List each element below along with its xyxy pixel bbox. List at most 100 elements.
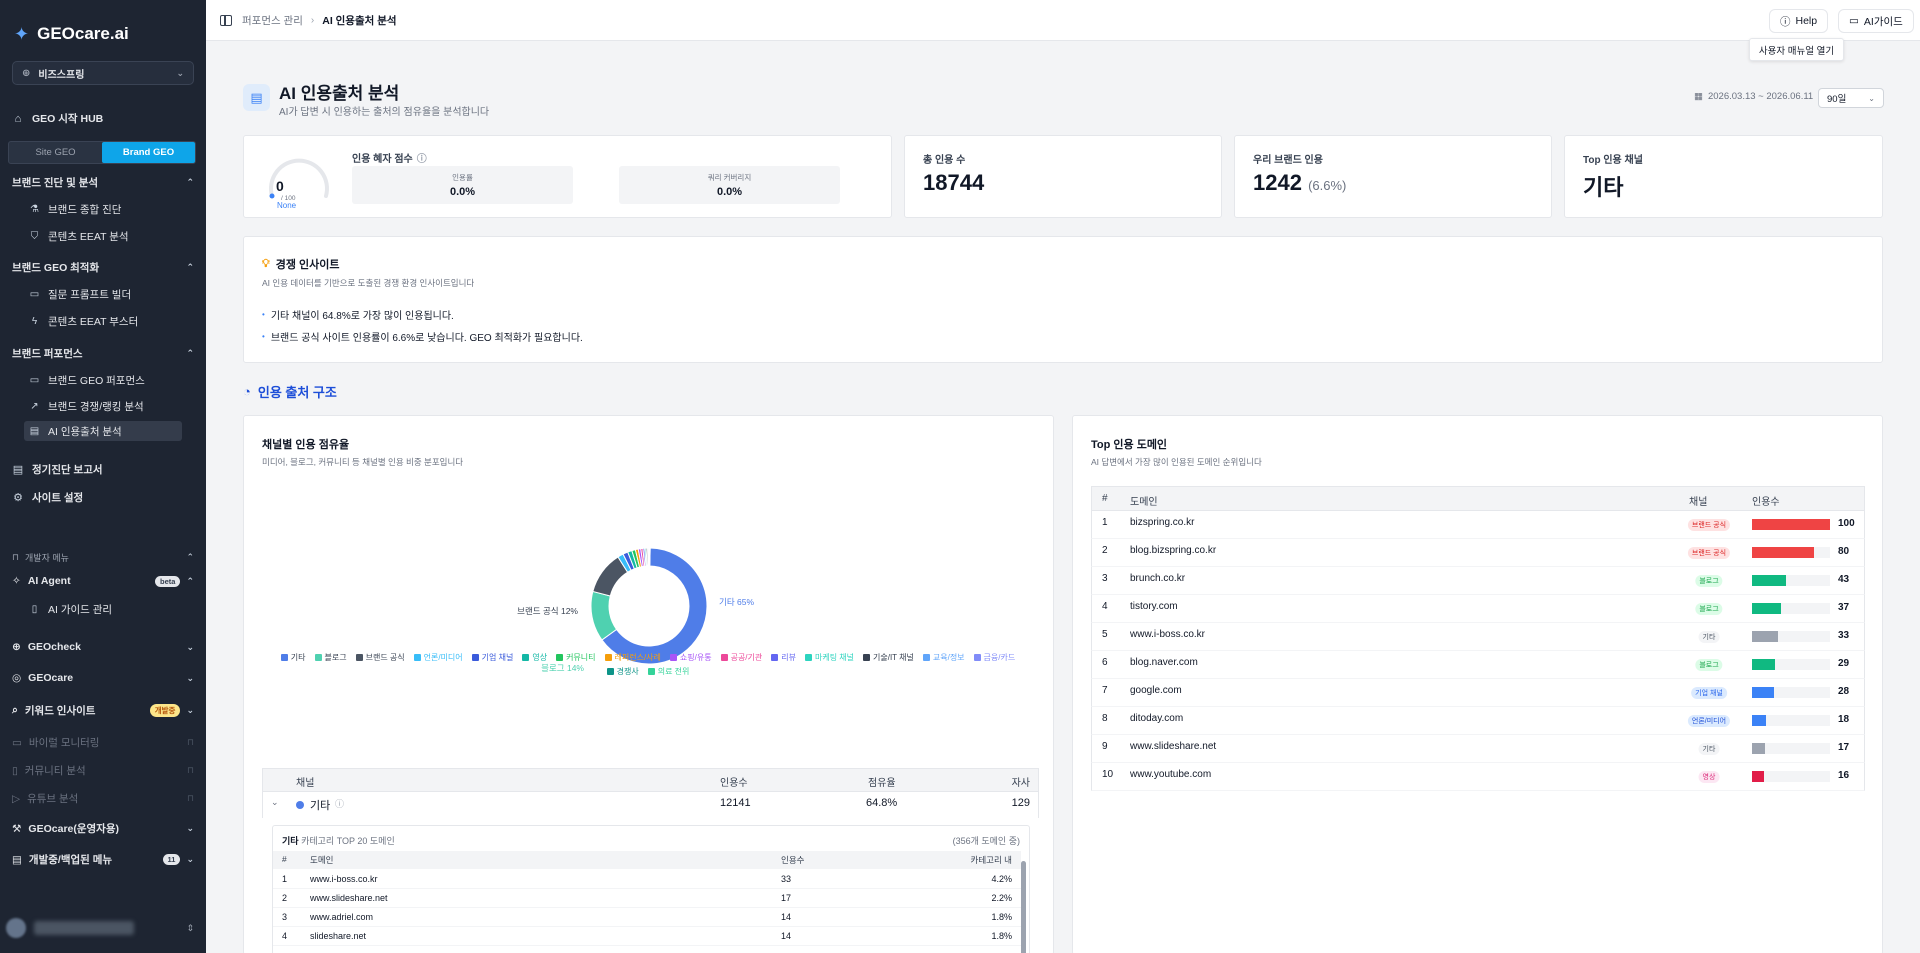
legend-item-11[interactable]: 마케팅 채널 [804,652,854,663]
nav-geo-performance[interactable]: ▭ 브랜드 GEO 퍼포먼스 [29,373,145,388]
breadcrumb-current: AI 인용출처 분석 [322,14,397,27]
table-row[interactable]: 9 www.slideshare.net 기타 17 [1091,735,1865,763]
score-grade: None [277,201,297,210]
table-row[interactable]: 8 ditoday.com 언론/미디어 18 [1091,707,1865,735]
play-icon: ▷ [12,792,21,805]
geo-mode-toggle[interactable]: Site GEO Brand GEO [8,141,196,164]
pie-slice-1[interactable] [590,590,618,641]
legend-item-0[interactable]: 기타 [280,652,306,663]
nav-brand-diagnosis[interactable]: ⚗ 브랜드 종합 진단 [29,202,121,217]
nav-ai-agent[interactable]: ✧ AI Agent beta ⌃ [12,575,194,587]
row-bar-fill [1752,659,1775,670]
ai-guide-button[interactable]: ▭ AI가이드 [1838,9,1914,33]
nav-prompt-builder[interactable]: ▭ 질문 프롬프트 빌더 [29,287,131,302]
nav-site-settings[interactable]: ⚙ 사이트 설정 [12,490,83,505]
legend-item-15[interactable]: 경쟁사 [606,666,639,677]
info-icon[interactable]: ⓘ [416,154,427,165]
count-badge: 11 [162,854,181,865]
row-bar-fill [1752,547,1815,558]
nav-geocare-ops[interactable]: ⚒ GEOcare(운영자용) ⌄ [12,821,194,836]
chevron-down-icon[interactable]: ⌄ [271,797,279,807]
nav-keyword-insight[interactable]: ⌕ 키워드 인사이트 개발중 ⌄ [12,703,194,718]
channel-color-dot [296,801,304,809]
legend-label: 쇼핑/유통 [679,653,712,662]
legend-item-6[interactable]: 커뮤니티 [556,652,596,663]
table-row[interactable]: 5 www.i-boss.co.kr 기타 33 [1091,623,1865,651]
nav-eeat-booster[interactable]: ϟ 콘텐츠 EEAT 부스터 [29,314,138,329]
section-label: GEOcare(운영자용) [28,823,119,835]
logo[interactable]: ✦ GEOcare.ai [0,0,206,52]
nav-youtube-analysis[interactable]: ▷ 유튜브 분석 ⊓ [12,791,194,806]
legend-item-12[interactable]: 기술/IT 채널 [863,652,914,663]
nav-label: AI 가이드 관리 [48,604,113,616]
domains-title: Top 인용 도메인 [1091,439,1168,451]
channel-row[interactable]: ⌄ 기타 ⓘ 12141 64.8% 129 [262,792,1039,818]
nav-geocare[interactable]: ◎ GEOcare ⌄ [12,672,194,684]
legend-item-7[interactable]: 레퍼런스/사례 [604,652,661,663]
legend-item-3[interactable]: 언론/미디어 [413,652,463,663]
col-count: 인용수 [1752,497,1780,508]
scrollbar-thumb[interactable] [1021,861,1026,953]
nav-geo-hub[interactable]: ⌂ GEO 시작 HUB [12,111,104,126]
legend-label: 공공/기관 [730,653,763,662]
legend-item-9[interactable]: 공공/기관 [720,652,763,663]
help-button[interactable]: ⓘ Help [1769,9,1829,33]
legend-item-2[interactable]: 브랜드 공식 [355,652,405,663]
chevron-down-icon: ⌄ [186,641,194,652]
pie-slice-0[interactable] [601,547,708,665]
sidebar-toggle-icon[interactable] [220,14,232,26]
section-label: 커뮤니티 분석 [24,765,86,777]
nav-report[interactable]: ▤ 정기진단 보고서 [12,462,103,477]
workspace-select[interactable]: ⊕ 비즈스프링 ⌄ [12,61,194,85]
legend-item-16[interactable]: 의료 전위 [647,666,689,677]
legend-item-14[interactable]: 금융/카드 [973,652,1015,663]
user-profile[interactable]: ⇕ [6,912,194,944]
breadcrumb-parent[interactable]: 퍼포먼스 관리 [242,14,303,27]
nav-competition-ranking[interactable]: ↗ 브랜드 경쟁/랭킹 분석 [29,399,143,414]
chevron-up-icon: ⌃ [186,177,194,187]
nav-geocheck[interactable]: ⊕ GEOcheck ⌄ [12,641,194,653]
col-channel: 채널 [1689,497,1708,508]
legend-label: 브랜드 공식 [365,653,405,662]
score-value: 0 [276,178,284,194]
nav-content-eeat-analysis[interactable]: ⛉ 콘텐츠 EEAT 분석 [29,229,129,244]
row-channel-tag: 블로그 [1695,659,1723,671]
nav-ai-guide-manage[interactable]: ▯ AI 가이드 관리 [29,602,112,617]
table-row[interactable]: 10 www.youtube.com 영상 16 [1091,763,1865,791]
legend-label: 블로그 [324,653,347,662]
row-count: 80 [1838,546,1850,557]
toggle-site-geo[interactable]: Site GEO [35,147,76,158]
legend-item-13[interactable]: 교육/정보 [922,652,965,663]
lock-icon: ⊓ [12,552,20,562]
row-domain: brunch.co.kr [1130,573,1186,584]
section-brand-geo-optimize[interactable]: 브랜드 GEO 최적화 ⌃ [12,260,194,275]
pie-slice-16[interactable] [649,547,651,567]
row-rank: 3 [282,912,288,922]
nav-viral-monitoring[interactable]: ▭ 바이럴 모니터링 ⊓ [12,735,194,750]
toggle-brand-geo[interactable]: Brand GEO [102,142,195,163]
legend-item-4[interactable]: 기업 채널 [471,652,513,663]
legend-label: 리뷰 [781,653,796,662]
table-row[interactable]: 1 bizspring.co.kr 브랜드 공식 100 [1091,511,1865,539]
row-count: 18 [1838,714,1850,725]
info-icon[interactable]: ⓘ [335,799,345,809]
table-row[interactable]: 7 google.com 기업 채널 28 [1091,679,1865,707]
table-row[interactable]: 3 brunch.co.kr 블로그 43 [1091,567,1865,595]
section-dev-menu[interactable]: ⊓ 개발자 메뉴 ⌃ [12,551,194,564]
nav-ai-citation-analysis[interactable]: ▤ AI 인용출처 분석 [24,421,182,441]
nav-hidden-menu[interactable]: ▤ 개발중/백업된 메뉴 11 ⌄ [12,852,194,867]
table-row[interactable]: 2 blog.bizspring.co.kr 브랜드 공식 80 [1091,539,1865,567]
legend-item-5[interactable]: 영상 [522,652,547,663]
table-row[interactable]: 4 tistory.com 블로그 37 [1091,595,1865,623]
legend-item-10[interactable]: 리뷰 [771,652,796,663]
scrollbar[interactable] [1021,851,1027,953]
period-select[interactable]: 90일 ⌄ [1818,88,1884,108]
nav-community-analysis[interactable]: ▯ 커뮤니티 분석 ⊓ [12,763,194,778]
section-label: 브랜드 퍼포먼스 [12,348,83,360]
table-row[interactable]: 6 blog.naver.com 블로그 29 [1091,651,1865,679]
dev-badge: 개발중 [149,704,181,717]
legend-item-1[interactable]: 블로그 [314,652,347,663]
legend-item-8[interactable]: 쇼핑/유통 [669,652,712,663]
section-brand-diagnosis[interactable]: 브랜드 진단 및 분석 ⌃ [12,175,194,190]
section-brand-performance[interactable]: 브랜드 퍼포먼스 ⌃ [12,346,194,361]
